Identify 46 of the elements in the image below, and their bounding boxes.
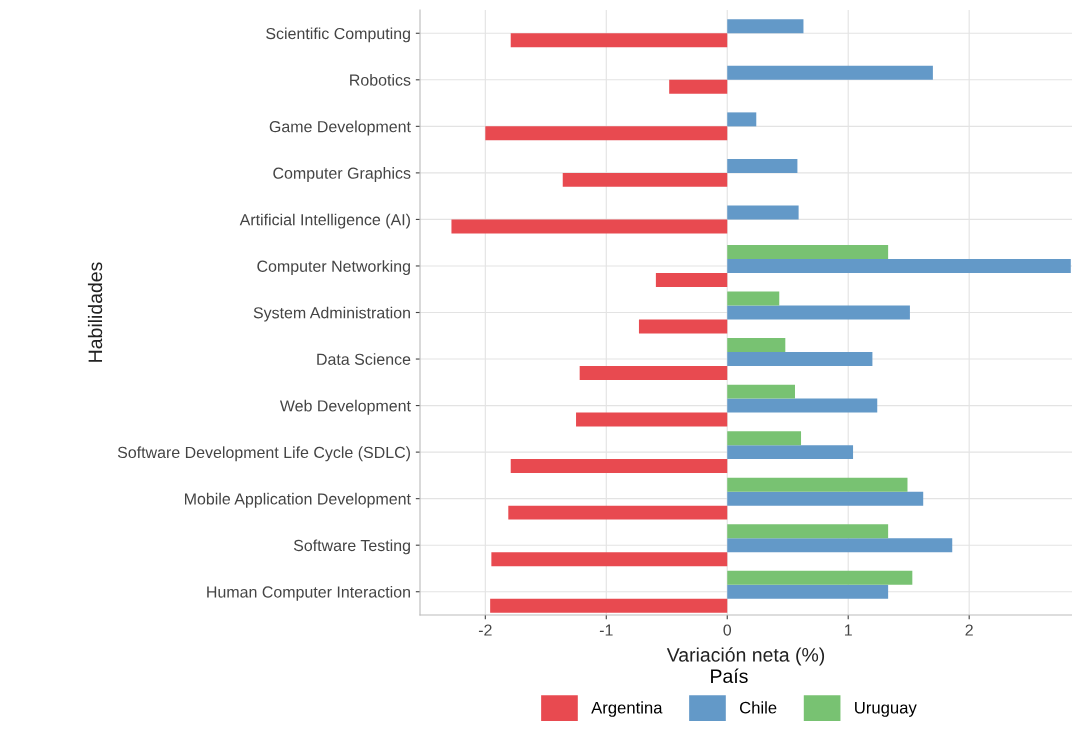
bar [485, 126, 728, 141]
bar [727, 384, 795, 399]
x-tick-label: -1 [599, 624, 613, 636]
y-tick-label: Software Testing [293, 539, 410, 555]
bar [510, 33, 728, 48]
legend-title: País [711, 668, 748, 684]
bar [508, 505, 728, 520]
bar [727, 538, 953, 553]
bar [669, 79, 728, 94]
y-tick-label: Mobile Application Development [185, 492, 411, 508]
bar [727, 477, 908, 492]
legend-label: Uruguay [855, 701, 917, 717]
y-tick-label: Computer Graphics [273, 167, 411, 182]
bar [490, 598, 728, 613]
y-tick-label: Human Computer Interaction [207, 585, 410, 601]
bar [727, 19, 804, 34]
x-axis-title: Variación neta (%) [666, 647, 825, 666]
x-tick-label: -2 [478, 624, 492, 636]
y-axis-title: Habilidades [87, 262, 103, 362]
y-tick-label: Web Development [279, 399, 411, 415]
legend-label: Argentina [591, 701, 663, 717]
y-tick-label: Scientific Computing [266, 27, 410, 43]
bar [727, 524, 889, 539]
bar [727, 291, 780, 306]
y-tick-label: Artificial Intelligence (AI) [239, 213, 410, 229]
bar [576, 412, 728, 427]
bar [727, 491, 924, 506]
x-tick-label: 0 [723, 624, 732, 636]
bar [727, 398, 878, 413]
bar [727, 112, 757, 127]
bar [727, 338, 786, 353]
y-tick-label: Computer Networking [257, 260, 410, 276]
y-tick-label: Data Science [317, 353, 411, 365]
y-tick-label: Software Development Life Cycle (SDLC) [117, 446, 410, 462]
y-tick-label: System Administration [253, 306, 410, 322]
bar [727, 445, 854, 460]
y-tick-label: Game Development [269, 120, 411, 136]
bar [491, 552, 728, 567]
x-tick-label: 1 [844, 624, 852, 636]
y-tick-label: Robotics [350, 74, 411, 86]
bar [727, 431, 802, 446]
x-tick-label: 2 [965, 624, 973, 636]
bar [510, 459, 728, 474]
bar [727, 65, 933, 80]
legend-label: Chile [739, 701, 777, 714]
bar [727, 584, 889, 599]
